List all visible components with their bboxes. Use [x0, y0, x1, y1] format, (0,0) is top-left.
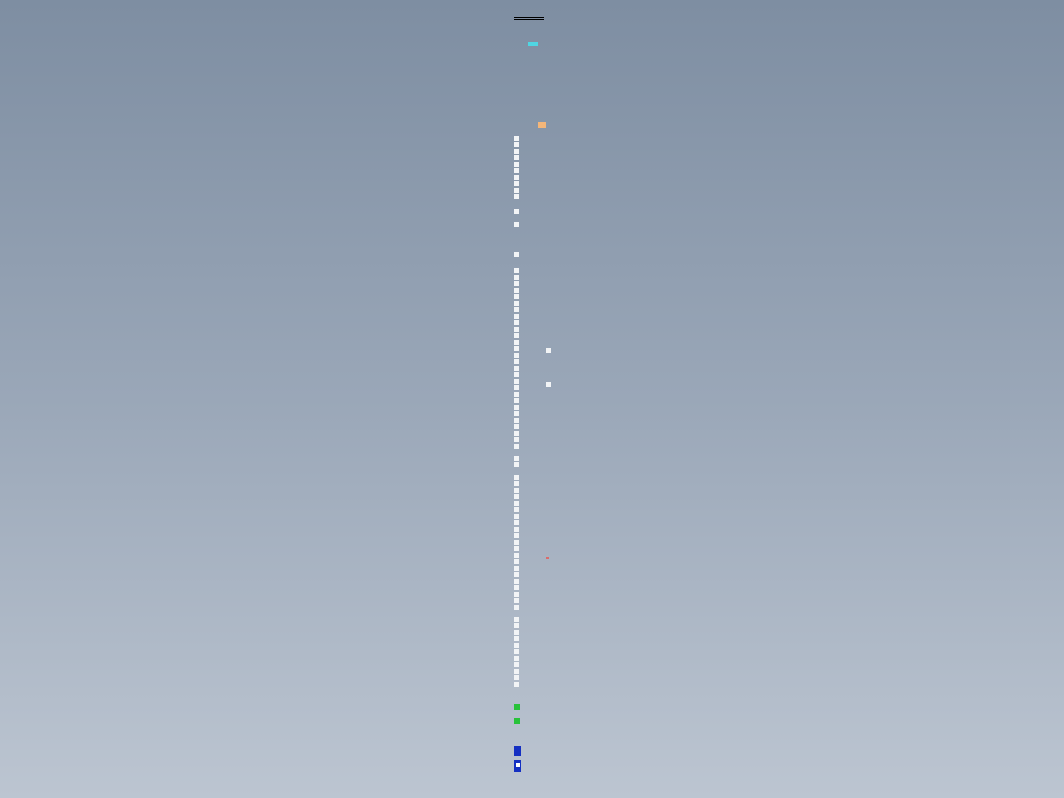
glyph-mark: [514, 488, 519, 493]
glyph-mark: [514, 142, 519, 147]
glyph-mark: [514, 704, 520, 710]
top-rule: [514, 19, 544, 20]
viewport-canvas: [0, 0, 1064, 798]
glyph-mark: [514, 327, 519, 332]
glyph-mark: [538, 122, 546, 128]
glyph-mark: [514, 155, 519, 160]
glyph-mark: [514, 424, 519, 429]
glyph-mark: [516, 763, 520, 767]
top-rule: [514, 17, 544, 18]
glyph-mark: [514, 437, 519, 442]
glyph-mark: [514, 475, 519, 480]
glyph-mark: [514, 392, 519, 397]
glyph-mark: [514, 585, 519, 590]
glyph-mark: [514, 301, 519, 306]
glyph-mark: [546, 348, 551, 353]
glyph-mark: [514, 411, 519, 416]
glyph-mark: [514, 353, 519, 358]
glyph-mark: [514, 275, 519, 280]
glyph-mark: [514, 372, 519, 377]
glyph-mark: [514, 527, 519, 532]
glyph-mark: [514, 656, 519, 661]
glyph-mark: [546, 382, 551, 387]
glyph-mark: [514, 566, 519, 571]
glyph-mark: [514, 553, 519, 558]
glyph-mark: [514, 398, 519, 403]
glyph-mark: [514, 669, 519, 674]
glyph-mark: [514, 675, 519, 680]
glyph-mark: [514, 444, 519, 449]
glyph-mark: [514, 222, 519, 227]
glyph-mark: [514, 462, 519, 467]
glyph-mark: [514, 162, 519, 167]
glyph-mark: [514, 507, 519, 512]
glyph-mark: [514, 136, 519, 141]
glyph-mark: [514, 181, 519, 186]
glyph-mark: [514, 175, 519, 180]
glyph-mark: [546, 557, 549, 559]
glyph-mark: [514, 385, 519, 390]
glyph-mark: [514, 333, 519, 338]
glyph-mark: [514, 718, 520, 724]
glyph-mark: [514, 579, 519, 584]
glyph-mark: [514, 405, 519, 410]
glyph-mark: [514, 649, 519, 654]
glyph-mark: [514, 366, 519, 371]
glyph-mark: [514, 288, 519, 293]
glyph-mark: [514, 307, 519, 312]
glyph-mark: [514, 598, 519, 603]
glyph-mark: [514, 617, 519, 622]
glyph-mark: [514, 546, 519, 551]
glyph-mark: [514, 188, 519, 193]
glyph-mark: [514, 746, 521, 756]
glyph-mark: [514, 540, 519, 545]
glyph-mark: [514, 623, 519, 628]
glyph-mark: [514, 281, 519, 286]
glyph-mark: [528, 42, 538, 46]
glyph-mark: [514, 592, 519, 597]
glyph-mark: [514, 252, 519, 257]
glyph-mark: [514, 682, 519, 687]
glyph-mark: [514, 643, 519, 648]
glyph-mark: [514, 168, 519, 173]
glyph-mark: [514, 294, 519, 299]
glyph-mark: [514, 520, 519, 525]
glyph-mark: [514, 209, 519, 214]
glyph-mark: [514, 431, 519, 436]
glyph-mark: [514, 346, 519, 351]
glyph-mark: [514, 572, 519, 577]
glyph-mark: [514, 514, 519, 519]
glyph-mark: [514, 359, 519, 364]
glyph-mark: [514, 636, 519, 641]
glyph-mark: [514, 501, 519, 506]
glyph-mark: [514, 533, 519, 538]
glyph-mark: [514, 418, 519, 423]
glyph-mark: [514, 630, 519, 635]
glyph-mark: [514, 320, 519, 325]
glyph-mark: [514, 456, 519, 461]
glyph-mark: [514, 379, 519, 384]
glyph-mark: [514, 314, 519, 319]
glyph-mark: [514, 340, 519, 345]
glyph-mark: [514, 481, 519, 486]
glyph-mark: [514, 494, 519, 499]
glyph-mark: [514, 268, 519, 273]
glyph-mark: [514, 605, 519, 610]
glyph-mark: [514, 149, 519, 154]
glyph-mark: [514, 662, 519, 667]
glyph-mark: [514, 559, 519, 564]
glyph-mark: [514, 194, 519, 199]
